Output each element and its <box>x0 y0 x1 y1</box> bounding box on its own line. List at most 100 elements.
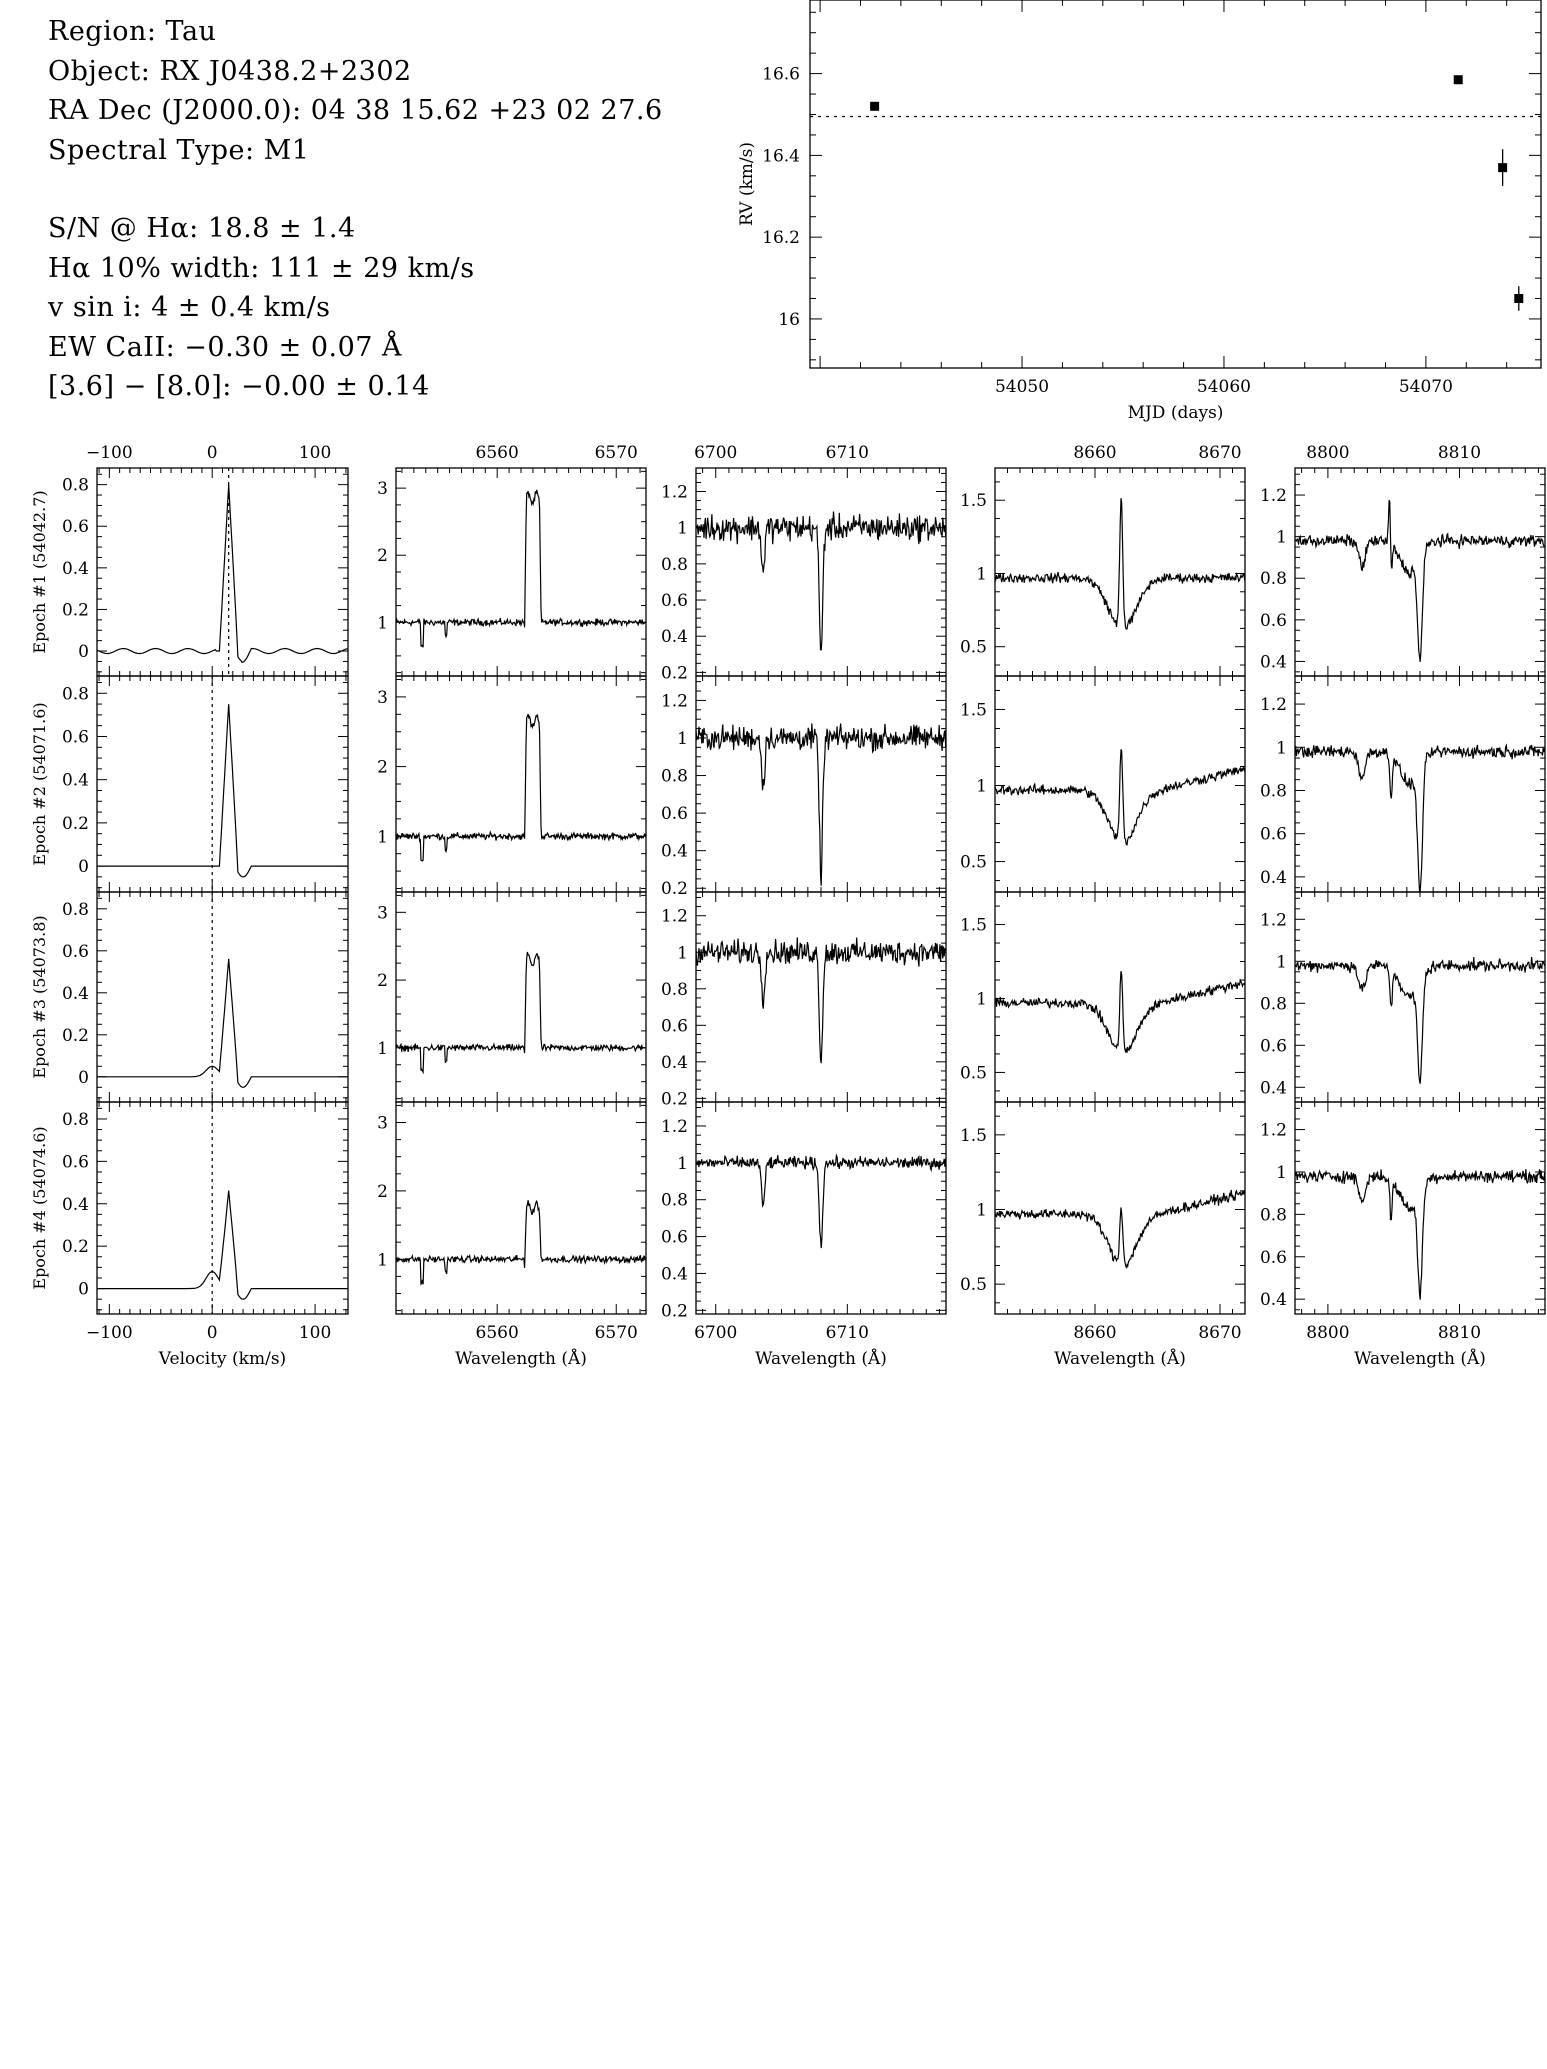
y-tick-label: 0.8 <box>62 684 89 704</box>
y-tick-label: 1 <box>976 777 987 797</box>
y-tick-label: 1 <box>1276 952 1287 972</box>
spectrum-panel-frame <box>395 467 647 677</box>
lithium-spectrum <box>695 511 947 651</box>
calcium-spectrum <box>994 498 1246 630</box>
ccf-curve <box>96 484 349 664</box>
y-tick-label: 2 <box>377 1182 388 1202</box>
region-8807-spectrum <box>1294 743 1546 892</box>
x-tick-label: 100 <box>299 1323 331 1343</box>
region-8807-xlabel: Wavelength (Å) <box>1354 1348 1486 1369</box>
velocity-xlabel: Velocity (km/s) <box>158 1349 286 1369</box>
rv-xtick-label: 54060 <box>1197 377 1251 397</box>
object-text: Object: RX J0438.2+2302 <box>48 55 412 87</box>
region-8807-spectrum <box>1294 1169 1546 1300</box>
y-tick-label: 0.4 <box>661 1264 688 1284</box>
y-tick-label: 0.8 <box>1260 994 1287 1014</box>
ccf-curve <box>97 958 348 1088</box>
rv-ylabel: RV (km/s) <box>737 142 757 226</box>
x-tick-label-top: 8660 <box>1073 443 1116 463</box>
x-tick-label-top: 6560 <box>476 443 519 463</box>
lithium-spectrum <box>695 1153 947 1249</box>
y-tick-label: 0.4 <box>62 771 89 791</box>
halpha-width-text: Hα 10% width: 111 ± 29 km/s <box>48 252 475 284</box>
y-tick-label: 1 <box>377 1250 388 1270</box>
rv-ytick-label: 16.6 <box>762 65 800 85</box>
rv-point <box>870 101 880 111</box>
y-tick-label: 0.4 <box>1260 652 1287 672</box>
y-tick-label: 0.2 <box>62 814 89 834</box>
y-tick-label: 0.4 <box>1260 868 1287 888</box>
y-tick-label: 0.2 <box>62 600 89 620</box>
y-tick-label: 1.2 <box>1260 486 1287 506</box>
y-tick-label: 1 <box>976 564 987 584</box>
x-tick-label-top: 6700 <box>694 443 737 463</box>
y-tick-label: 0.8 <box>661 555 688 575</box>
x-tick-label: −100 <box>86 1323 133 1343</box>
halpha-spectrum <box>395 489 646 648</box>
y-tick-label: 0.8 <box>661 980 688 1000</box>
calcium-spectrum <box>994 1189 1246 1270</box>
halpha-spectrum <box>395 951 646 1075</box>
radec-text: RA Dec (J2000.0): 04 38 15.62 +23 02 27.… <box>48 95 663 126</box>
rv-ytick-label: 16.4 <box>762 146 800 166</box>
y-tick-label: 0.8 <box>62 476 89 496</box>
y-tick-label: 0.2 <box>661 879 688 899</box>
y-tick-label: 2 <box>377 546 388 566</box>
spectrum-panel-frame <box>96 891 349 1103</box>
y-tick-label: 1 <box>1276 528 1287 548</box>
spectrum-panel-frame <box>96 675 349 893</box>
y-tick-label: 0.8 <box>1260 1205 1287 1225</box>
spectrum-panel-frame <box>1294 891 1546 1103</box>
ccf-curve <box>97 704 348 878</box>
y-tick-label: 0.2 <box>661 1089 688 1109</box>
y-tick-label: 0.4 <box>62 559 89 579</box>
sn-text: S/N @ Hα: 18.8 ± 1.4 <box>48 213 356 244</box>
x-tick-label-top: −100 <box>86 443 133 463</box>
y-tick-label: 0.6 <box>661 591 688 611</box>
rv-point <box>1453 75 1463 85</box>
rv-xtick-label: 54070 <box>1399 377 1453 397</box>
y-tick-label: 3 <box>377 1114 388 1134</box>
x-tick-label-top: 100 <box>299 443 331 463</box>
y-tick-label: 0 <box>78 857 89 877</box>
rv-xlabel: MJD (days) <box>1128 403 1224 423</box>
y-tick-label: 0.8 <box>1260 569 1287 589</box>
y-tick-label: 0.4 <box>661 627 688 647</box>
spectrum-panel-frame <box>994 1101 1246 1315</box>
y-tick-label: 3 <box>377 479 388 499</box>
y-tick-label: 1 <box>677 519 688 539</box>
spectrum-panel-frame <box>1294 467 1546 677</box>
y-tick-label: 1 <box>976 1200 987 1220</box>
y-tick-label: 0.4 <box>62 1195 89 1215</box>
y-tick-label: 0.6 <box>661 1228 688 1248</box>
spectral-type-text: Spectral Type: M1 <box>48 134 310 166</box>
spectrum-panel-frame <box>96 1101 349 1315</box>
y-tick-label: 0.4 <box>1260 1290 1287 1310</box>
y-tick-label: 1.2 <box>1260 1121 1287 1141</box>
spectrum-panel-frame <box>395 1101 647 1315</box>
y-tick-label: 0.4 <box>661 1053 688 1073</box>
spectrum-panel-frame <box>395 891 647 1103</box>
rv-ytick-label: 16 <box>778 310 800 330</box>
rv-plot-frame <box>809 0 1542 369</box>
epoch-label: Epoch #1 (54042.7) <box>30 490 49 653</box>
epoch-label: Epoch #4 (54074.6) <box>30 1126 49 1289</box>
y-tick-label: 1 <box>377 613 388 633</box>
y-tick-label: 0.8 <box>661 1191 688 1211</box>
y-tick-label: 0.5 <box>960 1275 987 1295</box>
y-tick-label: 1 <box>377 1039 388 1059</box>
rv-ytick-label: 16.2 <box>762 228 800 248</box>
y-tick-label: 0.8 <box>62 900 89 920</box>
x-tick-label: 8810 <box>1438 1323 1481 1343</box>
y-tick-label: 1 <box>677 1154 688 1174</box>
x-tick-label: 6570 <box>595 1323 638 1343</box>
ccf-curve <box>97 1190 348 1300</box>
y-tick-label: 1.2 <box>661 483 688 503</box>
y-tick-label: 0.4 <box>1260 1078 1287 1098</box>
y-tick-label: 1.2 <box>1260 910 1287 930</box>
y-tick-label: 0.6 <box>62 517 89 537</box>
x-tick-label: 8660 <box>1073 1323 1116 1343</box>
y-tick-label: 0.6 <box>661 1016 688 1036</box>
lithium-xlabel: Wavelength (Å) <box>755 1348 887 1369</box>
halpha-spectrum <box>395 713 646 862</box>
